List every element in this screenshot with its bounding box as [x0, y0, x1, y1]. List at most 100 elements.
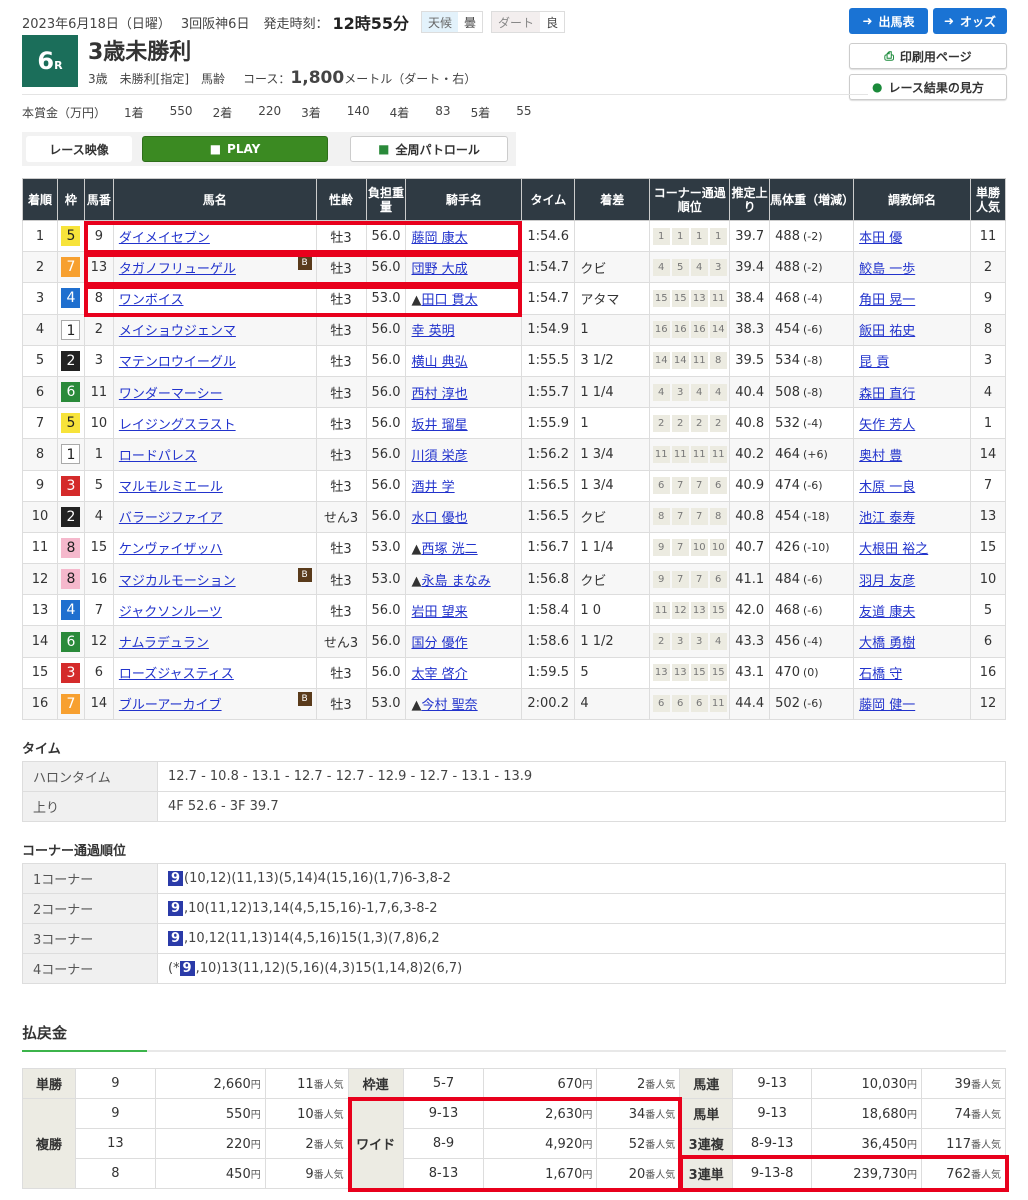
trainer-link[interactable]: 本田 優 [859, 230, 903, 246]
trainer-link[interactable]: 池江 泰寿 [859, 511, 916, 527]
time-row-label: ハロンタイム [22, 761, 158, 792]
corner-list: 16 16 16 14 [652, 321, 727, 339]
horse-name-link[interactable]: ジャクソンルーツ [118, 604, 222, 620]
corner-position: 15 [671, 289, 689, 307]
trainer-link[interactable]: 友道 康夫 [859, 604, 916, 620]
leader-badge: 9 [168, 931, 183, 946]
odds-button[interactable]: ➜ オッズ [933, 8, 1007, 34]
payout-combination: 5-7 [402, 1068, 485, 1099]
body-weight-value: 468 [775, 602, 800, 618]
trainer-link[interactable]: 昆 貢 [859, 355, 890, 371]
column-header: 調教師名 [853, 178, 971, 221]
waku-badge: 5 [61, 413, 81, 434]
trainer-link[interactable]: 矢作 芳人 [859, 417, 916, 433]
trainer-link[interactable]: 藤岡 健一 [859, 698, 916, 714]
horse-name-link[interactable]: マルモルミエール [118, 480, 223, 496]
body-weight-change: (-6) [802, 697, 823, 711]
jockey-link[interactable]: 団野 大成 [411, 261, 468, 277]
table-row: 12 8 16 マジカルモーション B 牡3 53.0 ▲永島 まなみ 1:56.8 クビ 9 7 7 6… [22, 563, 1007, 596]
margin: 3 1/2 [574, 344, 651, 377]
jockey-link[interactable]: 藤岡 康太 [411, 230, 468, 246]
jockey-link[interactable]: 幸 英明 [411, 324, 455, 340]
body-weight: 474 (-6) [769, 469, 855, 502]
payout-popularity: 52番人気 [596, 1128, 681, 1159]
popularity-rank: 2 [305, 1136, 314, 1152]
horse-name-link[interactable]: ワンボイス [118, 292, 184, 308]
jockey-link[interactable]: 川須 栄彦 [411, 448, 468, 464]
jockey-link[interactable]: 坂井 瑠星 [411, 417, 468, 433]
jockey-link[interactable]: 田口 貫太 [421, 292, 478, 308]
corner-position: 14 [652, 352, 670, 370]
trainer-link[interactable]: 木原 一良 [859, 480, 916, 496]
horse-name-link[interactable]: ロードパレス [118, 448, 197, 464]
horse-number: 15 [83, 531, 114, 565]
win-popularity: 9 [969, 282, 1007, 315]
horse-name-link[interactable]: ケンヴァイザッハ [118, 542, 223, 558]
waku-cell: 5 [56, 407, 85, 440]
trainer-link[interactable]: 森田 直行 [859, 386, 916, 402]
jockey-link[interactable]: 岩田 望来 [411, 604, 468, 620]
corner-position: 13 [652, 664, 670, 682]
waku-cell: 6 [56, 375, 85, 409]
jockey-link[interactable]: 酒井 学 [411, 480, 455, 496]
horse-name-link[interactable]: ナムラデュラン [118, 636, 209, 652]
body-weight-value: 488 [775, 228, 800, 244]
body-weight-change: (+6) [802, 447, 828, 461]
win-popularity: 4 [969, 375, 1007, 409]
popularity-suffix: 番人気 [971, 1139, 1001, 1151]
waku-cell: 4 [56, 594, 85, 627]
body-weight-value: 532 [775, 415, 800, 431]
margin: クビ [574, 500, 651, 533]
horse-name-link[interactable]: マジカルモーション [118, 573, 236, 589]
play-button[interactable]: ■ PLAY [142, 136, 328, 162]
weight-carried: 56.0 [365, 407, 407, 440]
margin: 1 3/4 [574, 438, 651, 471]
horse-name-link[interactable]: マテンロウイーグル [118, 355, 236, 371]
popularity-rank: 2 [636, 1076, 646, 1092]
jockey-link[interactable]: 太宰 啓介 [411, 667, 468, 683]
trainer-link[interactable]: 大根田 裕之 [859, 542, 929, 558]
jockey-link[interactable]: 西村 淳也 [411, 386, 468, 402]
jockey-link[interactable]: 西塚 洸二 [421, 542, 478, 558]
body-weight-change: (-4) [802, 635, 823, 649]
jockey-cell: ▲永島 まなみ [405, 563, 523, 596]
win-popularity: 13 [969, 500, 1007, 533]
trainer-link[interactable]: 鮫島 一歩 [859, 261, 916, 277]
jockey-link[interactable]: 今村 聖奈 [421, 698, 478, 714]
horse-name-link[interactable]: バラージファイア [118, 511, 223, 527]
horse-name-link[interactable]: タガノフリューゲル [118, 261, 236, 277]
horse-name-link[interactable]: ダイメイセブン [118, 230, 210, 246]
sex-age: せん3 [315, 500, 367, 533]
trainer-link[interactable]: 奥村 豊 [859, 448, 903, 464]
trainer-link[interactable]: 羽月 友彦 [859, 573, 916, 589]
popularity-suffix: 番人気 [645, 1169, 676, 1181]
corner-position: 2 [652, 414, 670, 432]
horse-name-link[interactable]: ローズジャスティス [118, 667, 234, 683]
print-page-button[interactable]: ⎙ 印刷用ページ [849, 43, 1007, 69]
corner-positions: 15 15 13 11 [649, 282, 731, 315]
entries-button[interactable]: ➜ 出馬表 [849, 8, 928, 34]
patrol-button[interactable]: ■ 全周パトロール [350, 136, 508, 162]
horse-name-link[interactable]: メイショウジェンマ [118, 324, 236, 340]
jockey-link[interactable]: 水口 優也 [411, 511, 468, 527]
finish-time: 1:56.5 [521, 500, 576, 533]
jockey-link[interactable]: 永島 まなみ [421, 573, 491, 589]
trainer-link[interactable]: 角田 晃一 [859, 292, 916, 308]
waku-cell: 1 [56, 438, 85, 471]
win-popularity: 10 [969, 563, 1007, 596]
corner-list: 13 13 15 15 [652, 664, 727, 682]
horse-name-link[interactable]: レイジングスラスト [118, 417, 236, 433]
jockey-link[interactable]: 国分 優作 [411, 636, 468, 652]
horse-name-link[interactable]: ワンダーマーシー [118, 386, 223, 402]
trainer-link[interactable]: 大橋 勇樹 [859, 636, 916, 652]
jockey-link[interactable]: 横山 典弘 [411, 355, 468, 371]
payout-popularity: 762番人気 [920, 1158, 1007, 1189]
trainer-link[interactable]: 飯田 祐史 [859, 324, 916, 340]
horse-name-link[interactable]: ブルーアーカイブ [118, 698, 222, 714]
payout-combination: 9-13-8 [732, 1158, 813, 1189]
result-guide-button[interactable]: ● レース結果の見方 [849, 74, 1007, 100]
trainer-link[interactable]: 石橋 守 [859, 667, 903, 683]
finish-position: 16 [22, 687, 58, 721]
